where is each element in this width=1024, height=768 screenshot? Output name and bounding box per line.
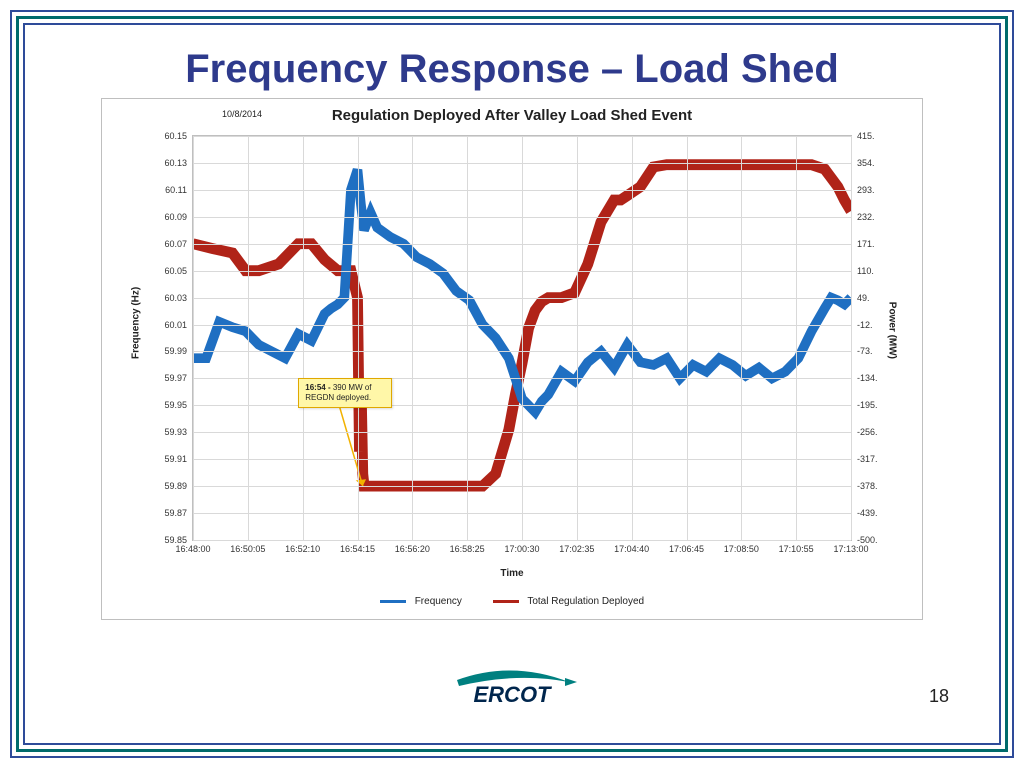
y-right-tick: 293. <box>857 185 875 195</box>
y-left-tick: 60.05 <box>164 266 187 276</box>
legend-swatch-regulation <box>493 600 519 603</box>
x-tick: 17:00:30 <box>504 544 539 554</box>
legend-label-regulation: Total Regulation Deployed <box>527 596 644 607</box>
chart-legend: Frequency Total Regulation Deployed <box>102 596 922 607</box>
x-tick: 16:52:10 <box>285 544 320 554</box>
grid-h <box>193 540 851 541</box>
x-axis-title: Time <box>102 568 922 579</box>
grid-v <box>687 136 688 540</box>
y-right-tick: 49. <box>857 293 870 303</box>
y-right-axis-title: Power (MW) <box>887 302 898 359</box>
x-tick: 17:08:50 <box>724 544 759 554</box>
y-left-tick: 59.89 <box>164 481 187 491</box>
x-tick: 17:10:55 <box>779 544 814 554</box>
y-right-tick: -12. <box>857 320 873 330</box>
legend-label-frequency: Frequency <box>415 596 462 607</box>
y-right-tick: -73. <box>857 346 873 356</box>
y-right-tick: 171. <box>857 239 875 249</box>
y-right-tick: 232. <box>857 212 875 222</box>
x-tick: 16:56:20 <box>395 544 430 554</box>
callout-bold-text: 16:54 - <box>305 383 333 392</box>
x-tick: 16:54:15 <box>340 544 375 554</box>
grid-v <box>522 136 523 540</box>
x-tick: 16:50:05 <box>230 544 265 554</box>
x-tick: 17:02:35 <box>559 544 594 554</box>
y-left-tick: 59.97 <box>164 373 187 383</box>
grid-v <box>632 136 633 540</box>
y-right-tick: -195. <box>857 400 878 410</box>
grid-v <box>467 136 468 540</box>
slide-frame-outer: Frequency Response – Load Shed 10/8/2014… <box>10 10 1014 758</box>
legend-item-frequency: Frequency <box>380 596 462 607</box>
grid-v <box>577 136 578 540</box>
y-left-tick: 59.93 <box>164 427 187 437</box>
logo-text: ERCOT <box>474 682 553 707</box>
y-left-tick: 60.03 <box>164 293 187 303</box>
x-tick: 17:13:00 <box>833 544 868 554</box>
logo-arrow-icon <box>565 678 577 686</box>
y-left-axis-title: Frequency (Hz) <box>131 287 142 359</box>
y-right-tick: -439. <box>857 508 878 518</box>
y-right-tick: -378. <box>857 481 878 491</box>
grid-v <box>412 136 413 540</box>
x-tick: 16:58:25 <box>450 544 485 554</box>
grid-v <box>358 136 359 540</box>
page-number: 18 <box>929 686 949 707</box>
y-left-tick: 60.07 <box>164 239 187 249</box>
grid-v <box>193 136 194 540</box>
y-right-tick: 110. <box>857 266 874 276</box>
y-left-tick: 60.01 <box>164 320 187 330</box>
ercot-logo-svg: ERCOT <box>437 666 587 710</box>
y-right-tick: -134. <box>857 373 878 383</box>
grid-v <box>796 136 797 540</box>
y-left-tick: 59.99 <box>164 346 187 356</box>
chart-card: 10/8/2014 Regulation Deployed After Vall… <box>101 98 923 620</box>
y-left-tick: 59.87 <box>164 508 187 518</box>
x-tick: 17:04:40 <box>614 544 649 554</box>
y-left-tick: 59.91 <box>164 454 187 464</box>
grid-v <box>741 136 742 540</box>
x-tick: 17:06:45 <box>669 544 704 554</box>
y-left-tick: 60.11 <box>165 185 187 195</box>
legend-swatch-frequency <box>380 600 406 603</box>
y-right-tick: 354. <box>857 158 875 168</box>
grid-v <box>248 136 249 540</box>
legend-item-regulation: Total Regulation Deployed <box>493 596 644 607</box>
grid-v <box>303 136 304 540</box>
y-right-tick: -317. <box>857 454 878 464</box>
grid-v <box>851 136 852 540</box>
callout-box: 16:54 - 390 MW of REGDN deployed. <box>298 378 392 407</box>
y-left-tick: 59.95 <box>164 400 187 410</box>
slide-frame-inner: Frequency Response – Load Shed 10/8/2014… <box>23 23 1001 745</box>
ercot-logo: ERCOT <box>437 666 587 715</box>
y-right-tick: -256. <box>857 427 878 437</box>
slide-title: Frequency Response – Load Shed <box>55 47 969 92</box>
slide-frame-mid: Frequency Response – Load Shed 10/8/2014… <box>16 16 1008 752</box>
chart-title: Regulation Deployed After Valley Load Sh… <box>102 107 922 124</box>
slide-content: Frequency Response – Load Shed 10/8/2014… <box>25 25 999 743</box>
x-tick: 16:48:00 <box>175 544 210 554</box>
y-right-tick: 415. <box>857 131 875 141</box>
y-left-tick: 60.09 <box>164 212 187 222</box>
plot-area: 60.15415.60.13354.60.11293.60.09232.60.0… <box>192 135 852 541</box>
y-left-tick: 60.13 <box>164 158 187 168</box>
y-left-tick: 60.15 <box>164 131 187 141</box>
